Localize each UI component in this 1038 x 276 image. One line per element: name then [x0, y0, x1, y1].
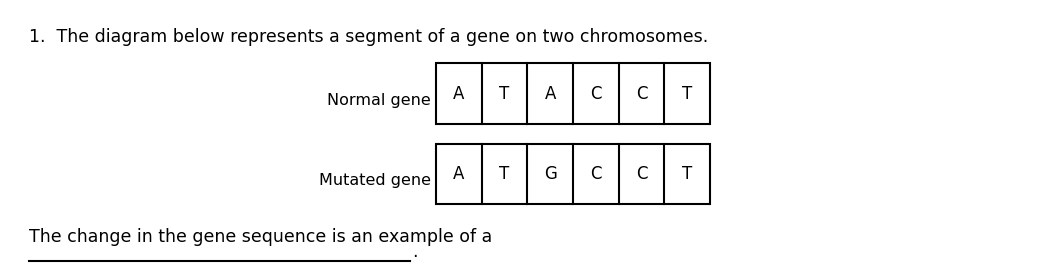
- Text: T: T: [499, 165, 510, 183]
- Text: C: C: [635, 85, 648, 103]
- Text: T: T: [682, 165, 692, 183]
- Text: Normal gene: Normal gene: [327, 93, 431, 108]
- Text: A: A: [454, 165, 464, 183]
- Text: A: A: [545, 85, 555, 103]
- Text: The change in the gene sequence is an example of a: The change in the gene sequence is an ex…: [29, 228, 492, 246]
- Text: .: .: [412, 243, 417, 261]
- Text: T: T: [499, 85, 510, 103]
- Text: C: C: [590, 165, 602, 183]
- Text: A: A: [454, 85, 464, 103]
- Text: T: T: [682, 85, 692, 103]
- Bar: [436, 63, 710, 124]
- Text: C: C: [590, 85, 602, 103]
- Bar: [436, 144, 710, 204]
- Text: Mutated gene: Mutated gene: [319, 173, 431, 188]
- Text: G: G: [544, 165, 556, 183]
- Text: C: C: [635, 165, 648, 183]
- Text: 1.  The diagram below represents a segment of a gene on two chromosomes.: 1. The diagram below represents a segmen…: [29, 28, 708, 46]
